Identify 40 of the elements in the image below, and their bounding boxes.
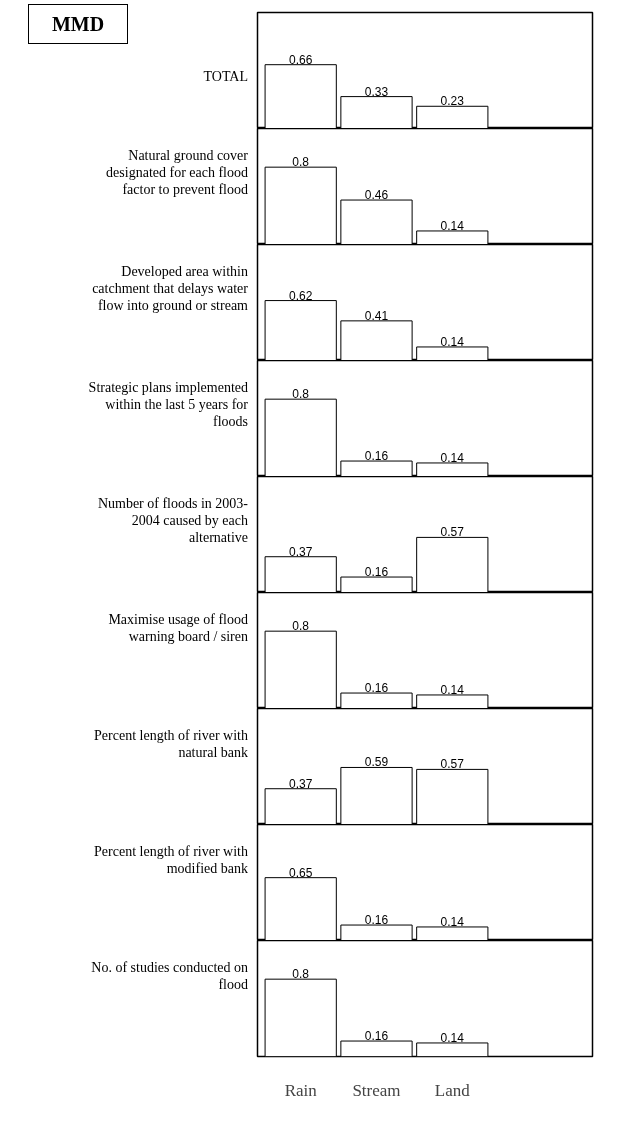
text: Percent length of river with natural bank [93, 727, 248, 761]
data-label: 0.46 [364, 188, 389, 203]
data-label: 0.65 [289, 865, 313, 880]
data-label: 0.14 [440, 334, 465, 349]
data-label: 0.14 [440, 450, 465, 465]
data-label: 0.14 [440, 682, 465, 697]
data-label: 0.57 [440, 525, 465, 540]
text: MMD [51, 12, 105, 37]
data-label: 0.16 [364, 913, 389, 928]
data-label: 0.23 [440, 94, 465, 109]
data-label: 0.8 [292, 619, 310, 634]
text: Strategic plans implemented within the last 5 years for floods [87, 379, 248, 430]
data-label: 0.33 [364, 84, 389, 99]
data-label: 0.8 [292, 387, 310, 402]
data-label: 0.37 [289, 776, 313, 791]
text: Number of floods in 2003-2004 caused by each alternative [96, 495, 248, 546]
data-label: 0.14 [440, 1030, 465, 1045]
text: Maximise usage of flood warning board / siren [107, 611, 248, 645]
text: Natural ground cover designated for each flood factor to prevent flood [105, 147, 248, 198]
text: TOTAL [203, 68, 248, 85]
data-label: 0.16 [364, 681, 389, 696]
data-label: 0.59 [364, 755, 389, 770]
text: Developed area within catchment that delays water flow into ground or stream [91, 263, 248, 314]
data-label: 0.62 [289, 288, 313, 303]
text: Percent length of river with modified bank [93, 843, 248, 877]
data-label: 0.16 [364, 1029, 389, 1044]
data-label: 0.57 [440, 757, 465, 772]
text: No. of studies conducted on flood [90, 959, 248, 993]
data-label: 0.37 [289, 544, 313, 559]
x-tick-label: Rain [284, 1080, 318, 1100]
data-label: 0.41 [364, 308, 389, 323]
x-tick-label: Land [434, 1080, 471, 1100]
data-label: 0.66 [289, 52, 313, 67]
data-label: 0.14 [440, 218, 465, 233]
data-label: 0.8 [292, 967, 310, 982]
data-label: 0.16 [364, 449, 389, 464]
data-label: 0.8 [292, 155, 310, 170]
x-tick-label: Stream [352, 1080, 401, 1100]
data-label: 0.16 [364, 565, 389, 580]
data-label: 0.14 [440, 914, 465, 929]
